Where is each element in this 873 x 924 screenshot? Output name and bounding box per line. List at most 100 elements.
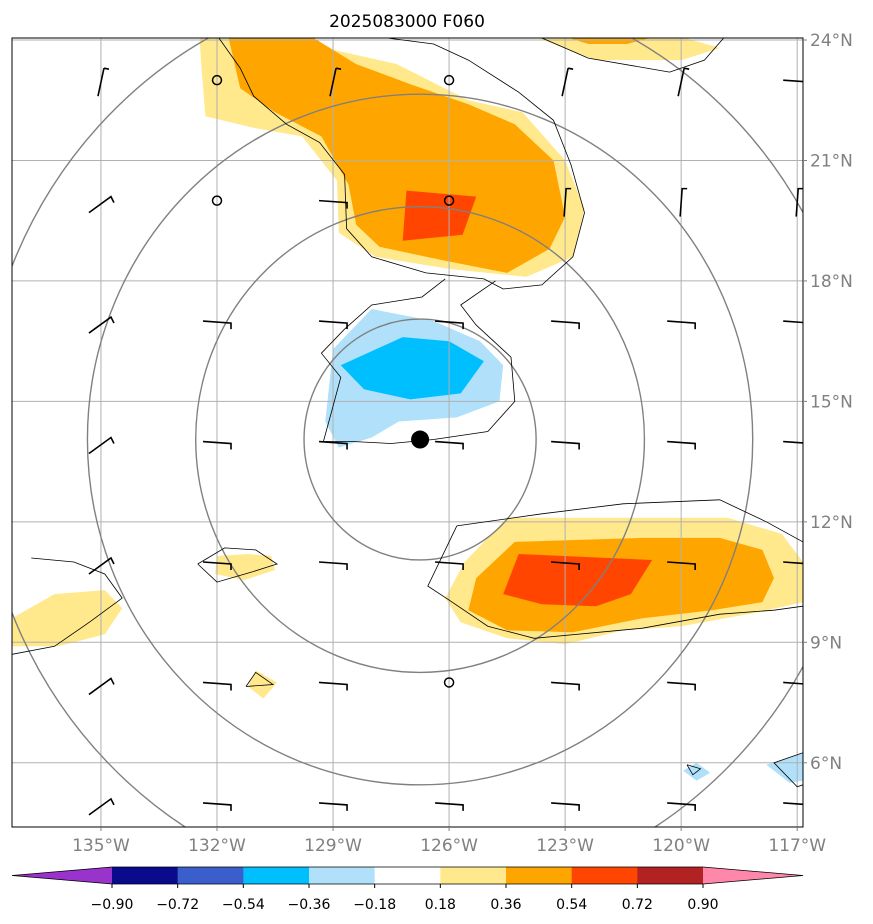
wind-barb — [318, 802, 348, 811]
contour-lines — [12, 38, 803, 788]
x-tick-label: 135°W — [72, 836, 130, 856]
colorbar-tick-label: 0.72 — [622, 897, 653, 913]
wind-barb-calm — [211, 74, 223, 86]
wind-barb-calm — [211, 195, 223, 206]
colorbar-tick-label: 0.18 — [425, 897, 456, 913]
filled-region — [766, 752, 803, 783]
wind-barb — [783, 681, 803, 685]
y-tick-label: 6°N — [810, 754, 842, 774]
wind-barb — [88, 436, 115, 455]
colorbar-segment — [374, 867, 441, 884]
wind-barb — [318, 561, 348, 570]
wind-barb — [783, 561, 803, 565]
wind-barb — [551, 561, 580, 570]
colorbar-tick-label: −0.72 — [156, 897, 199, 913]
range-rings — [12, 38, 803, 827]
filled-region — [228, 38, 566, 273]
colorbar-extend-low — [12, 867, 112, 884]
wind-barb — [202, 440, 232, 450]
wind-barb — [783, 802, 803, 806]
wind-barb — [435, 440, 464, 450]
filled-region — [215, 554, 275, 581]
gridlines — [12, 38, 803, 827]
y-tick-label: 18°N — [810, 272, 853, 292]
wind-barb — [202, 802, 232, 811]
wind-barb — [97, 67, 110, 97]
colorbar-tick-label: 0.36 — [490, 897, 521, 913]
y-tick-label: 15°N — [810, 392, 853, 412]
y-tick-label: 24°N — [810, 31, 853, 51]
contour-line — [686, 764, 702, 776]
wind-barb — [88, 797, 115, 816]
contour-line — [773, 752, 803, 788]
colorbar-segment — [571, 867, 638, 884]
colorbar-segment — [309, 867, 375, 884]
colorbar-segment — [177, 867, 244, 884]
chart-title: 2025083000 F060 — [329, 12, 485, 32]
map-frame — [11, 37, 804, 828]
wind-barb — [667, 320, 696, 330]
wind-barb — [318, 681, 348, 691]
x-tick-label: 126°W — [420, 836, 478, 856]
wind-barb — [795, 187, 803, 217]
wind-barbs — [88, 67, 803, 816]
contour-line — [427, 525, 803, 639]
wind-barb — [561, 67, 574, 97]
wind-barb — [667, 561, 696, 570]
wind-barb — [202, 681, 232, 691]
wind-barb-calm — [443, 677, 455, 688]
x-tick-label: 132°W — [188, 836, 246, 856]
wind-barb-calm — [443, 74, 455, 86]
wind-barb — [88, 556, 115, 575]
y-tick-label: 21°N — [810, 151, 853, 171]
colorbar-segment — [440, 867, 507, 884]
wind-barb — [88, 195, 115, 214]
filled-region — [503, 554, 653, 607]
wind-barb — [551, 802, 580, 811]
wind-barb — [551, 440, 580, 450]
wind-barb — [318, 440, 348, 450]
wind-barb — [202, 320, 232, 330]
filled-region — [340, 337, 484, 400]
storm-center-marker — [411, 430, 430, 449]
wind-barb — [551, 320, 580, 330]
x-tick-label: 129°W — [304, 836, 362, 856]
contour-line — [245, 671, 275, 687]
filled-region — [402, 190, 477, 241]
colorbar-segment — [637, 867, 704, 884]
contour-line — [218, 38, 585, 290]
colorbar-tick-label: −0.54 — [222, 897, 265, 913]
range-ring — [303, 318, 537, 561]
wind-barb — [783, 79, 803, 83]
colorbar-tick-label: −0.18 — [353, 897, 396, 913]
filled-region — [12, 590, 123, 647]
range-ring — [195, 205, 646, 674]
y-tick-label: 9°N — [810, 633, 842, 653]
y-axis: 6°N 9°N 12°N 15°N 18°N 21°N 24°N — [803, 31, 853, 774]
colorbar-tick-label: 0.54 — [556, 897, 587, 913]
wind-barb — [435, 802, 464, 811]
colorbar-segment — [243, 867, 310, 884]
colorbar-tick-label: −0.36 — [288, 897, 331, 913]
colorbar-segment — [112, 867, 178, 884]
contour-line — [12, 557, 123, 655]
colorbar: −0.90 −0.72 −0.54 −0.36 −0.18 0.18 0.36 0.54 0.7… — [11, 866, 804, 913]
x-tick-label: 120°W — [652, 836, 710, 856]
x-tick-label: 117°W — [768, 836, 826, 856]
contour-line — [323, 280, 516, 444]
colorbar-extend-high — [703, 867, 803, 884]
wind-barb — [318, 199, 348, 209]
wind-barb — [329, 67, 342, 97]
contour-line — [541, 38, 725, 73]
wind-barb — [435, 561, 464, 570]
wind-barb — [318, 320, 348, 330]
wind-barb — [563, 187, 572, 217]
wind-barb — [435, 320, 464, 330]
contour-line — [456, 499, 803, 543]
wind-barb — [551, 681, 580, 691]
wind-barb-calm — [443, 195, 455, 206]
wind-barb — [202, 561, 232, 570]
filled-region — [569, 38, 651, 44]
wind-barb — [679, 187, 688, 217]
